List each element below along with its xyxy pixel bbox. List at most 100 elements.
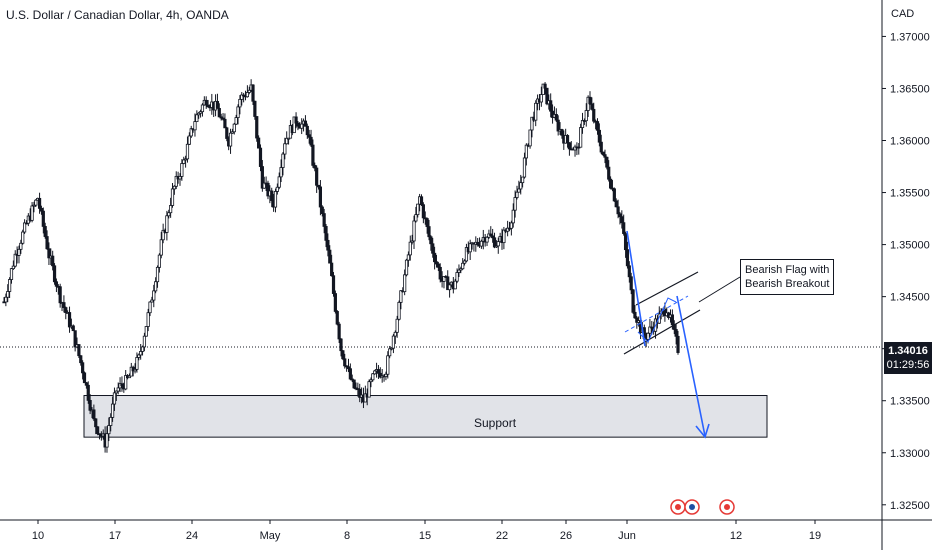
candle-up: [494, 245, 498, 248]
bearish-flag-annotation[interactable]: Bearish Flag with Bearish Breakout: [740, 259, 834, 295]
candle-down: [429, 236, 433, 245]
price-tick-label: 1.33000: [890, 448, 930, 460]
candle-up: [522, 157, 527, 178]
candle-down: [313, 164, 317, 169]
candle-up: [485, 236, 489, 243]
candle-down: [567, 142, 572, 150]
flag-lower-line[interactable]: [623, 309, 701, 355]
candle-up: [182, 159, 186, 164]
time-tick-label: 12: [730, 530, 742, 542]
candle-down: [258, 147, 263, 167]
candle-up: [137, 354, 141, 358]
candle-up: [384, 373, 388, 377]
candle-up: [416, 203, 420, 216]
time-tick-label: 26: [560, 530, 572, 542]
candle-down: [92, 409, 96, 420]
price-tick-label: 1.35500: [890, 188, 930, 200]
candle-up: [34, 199, 38, 206]
candle-up: [399, 290, 403, 303]
candle-up: [511, 209, 515, 224]
candle-up: [275, 186, 279, 192]
candle-up: [447, 284, 452, 291]
candle-up: [234, 117, 238, 125]
candle-down: [603, 154, 607, 158]
candle-up: [127, 375, 132, 379]
price-tick-label: 1.32500: [890, 500, 930, 512]
candle-up: [200, 104, 205, 113]
candle-up: [408, 241, 412, 256]
candle-up: [509, 222, 513, 229]
candle-up: [524, 144, 528, 159]
candle-up: [230, 131, 235, 134]
candle-down: [339, 338, 343, 352]
candle-down: [605, 156, 609, 168]
candle-up: [155, 266, 160, 283]
candle-up: [124, 375, 128, 390]
bar-countdown: 01:29:56: [886, 359, 930, 371]
candle-up: [187, 135, 191, 145]
candle-up: [116, 387, 120, 392]
candle-up: [184, 158, 188, 161]
candle-down: [433, 252, 437, 263]
candle-up: [281, 153, 285, 168]
candle-up: [461, 262, 465, 270]
candle-down: [307, 134, 311, 138]
candle-up: [232, 123, 236, 133]
candle-down: [43, 226, 47, 237]
time-tick-label: 22: [496, 530, 508, 542]
candle-down: [627, 265, 631, 278]
candle-down: [343, 358, 347, 367]
candle-up: [189, 128, 193, 137]
flag-upper-line[interactable]: [635, 271, 699, 306]
candle-up: [584, 110, 588, 122]
candle-down: [253, 100, 257, 117]
candle-up: [240, 94, 244, 100]
current-price-value: 1.34016: [888, 345, 928, 357]
candle-down: [543, 83, 547, 89]
candle-up: [453, 280, 457, 290]
candle-up: [386, 355, 390, 375]
candle-down: [251, 84, 255, 102]
candle-down: [303, 120, 308, 127]
candle-down: [215, 100, 220, 109]
candle-down: [62, 302, 66, 308]
candle-down: [635, 317, 639, 323]
time-tick-label: Jun: [618, 530, 636, 542]
candle-down: [556, 119, 560, 132]
time-tick-label: 10: [32, 530, 44, 542]
support-zone[interactable]: [83, 395, 768, 438]
candle-up: [21, 231, 25, 244]
annotation-line-1: Bearish Flag with: [745, 264, 830, 276]
candle-up: [13, 253, 17, 267]
candle-up: [9, 268, 14, 280]
candle-up: [273, 191, 278, 208]
candle-up: [657, 313, 661, 324]
candle-up: [11, 265, 15, 270]
candle-up: [167, 212, 171, 217]
candle-down: [590, 103, 594, 110]
candle-down: [296, 122, 300, 127]
candle-down: [620, 216, 624, 224]
candle-up: [139, 351, 143, 356]
candle-up: [170, 188, 175, 206]
candle-up: [363, 393, 367, 403]
candle-up: [112, 392, 117, 405]
candle-up: [245, 92, 249, 98]
candle-up: [174, 175, 178, 187]
candle-up: [300, 123, 304, 129]
candle-down: [225, 127, 229, 139]
candle-up: [114, 390, 118, 394]
candle-up: [193, 121, 197, 131]
candle-down: [631, 289, 635, 313]
candle-down: [489, 233, 493, 237]
candle-down: [71, 325, 75, 332]
candle-down: [623, 233, 628, 251]
candle-down: [326, 239, 330, 251]
candle-down: [47, 248, 51, 259]
candle-down: [476, 241, 480, 246]
candle-up: [513, 197, 517, 211]
candle-up: [157, 254, 161, 268]
candle-down: [335, 311, 339, 325]
candle-up: [165, 215, 169, 233]
candle-up: [530, 116, 534, 131]
